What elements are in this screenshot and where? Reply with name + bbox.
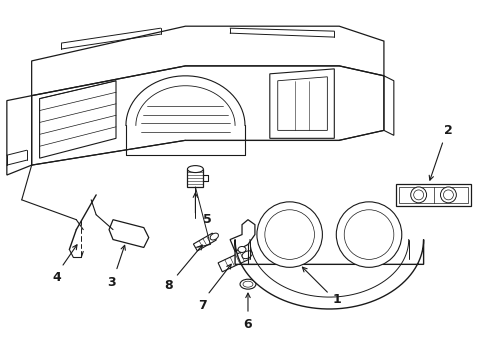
Text: 8: 8 bbox=[164, 279, 173, 292]
Ellipse shape bbox=[210, 233, 219, 240]
Polygon shape bbox=[396, 184, 471, 206]
Text: 3: 3 bbox=[107, 276, 115, 289]
Ellipse shape bbox=[240, 279, 256, 289]
Ellipse shape bbox=[242, 251, 252, 258]
Circle shape bbox=[411, 187, 427, 203]
Polygon shape bbox=[235, 239, 424, 309]
Text: 7: 7 bbox=[198, 298, 207, 311]
Text: 6: 6 bbox=[244, 318, 252, 331]
Ellipse shape bbox=[188, 166, 203, 172]
Text: 2: 2 bbox=[444, 124, 453, 137]
Polygon shape bbox=[188, 169, 203, 187]
Text: 5: 5 bbox=[203, 213, 212, 226]
Circle shape bbox=[257, 202, 322, 267]
Text: 4: 4 bbox=[52, 271, 61, 284]
Polygon shape bbox=[194, 233, 216, 251]
Circle shape bbox=[441, 187, 456, 203]
Polygon shape bbox=[218, 250, 249, 272]
Circle shape bbox=[336, 202, 402, 267]
Ellipse shape bbox=[238, 247, 246, 252]
Text: 1: 1 bbox=[333, 293, 342, 306]
